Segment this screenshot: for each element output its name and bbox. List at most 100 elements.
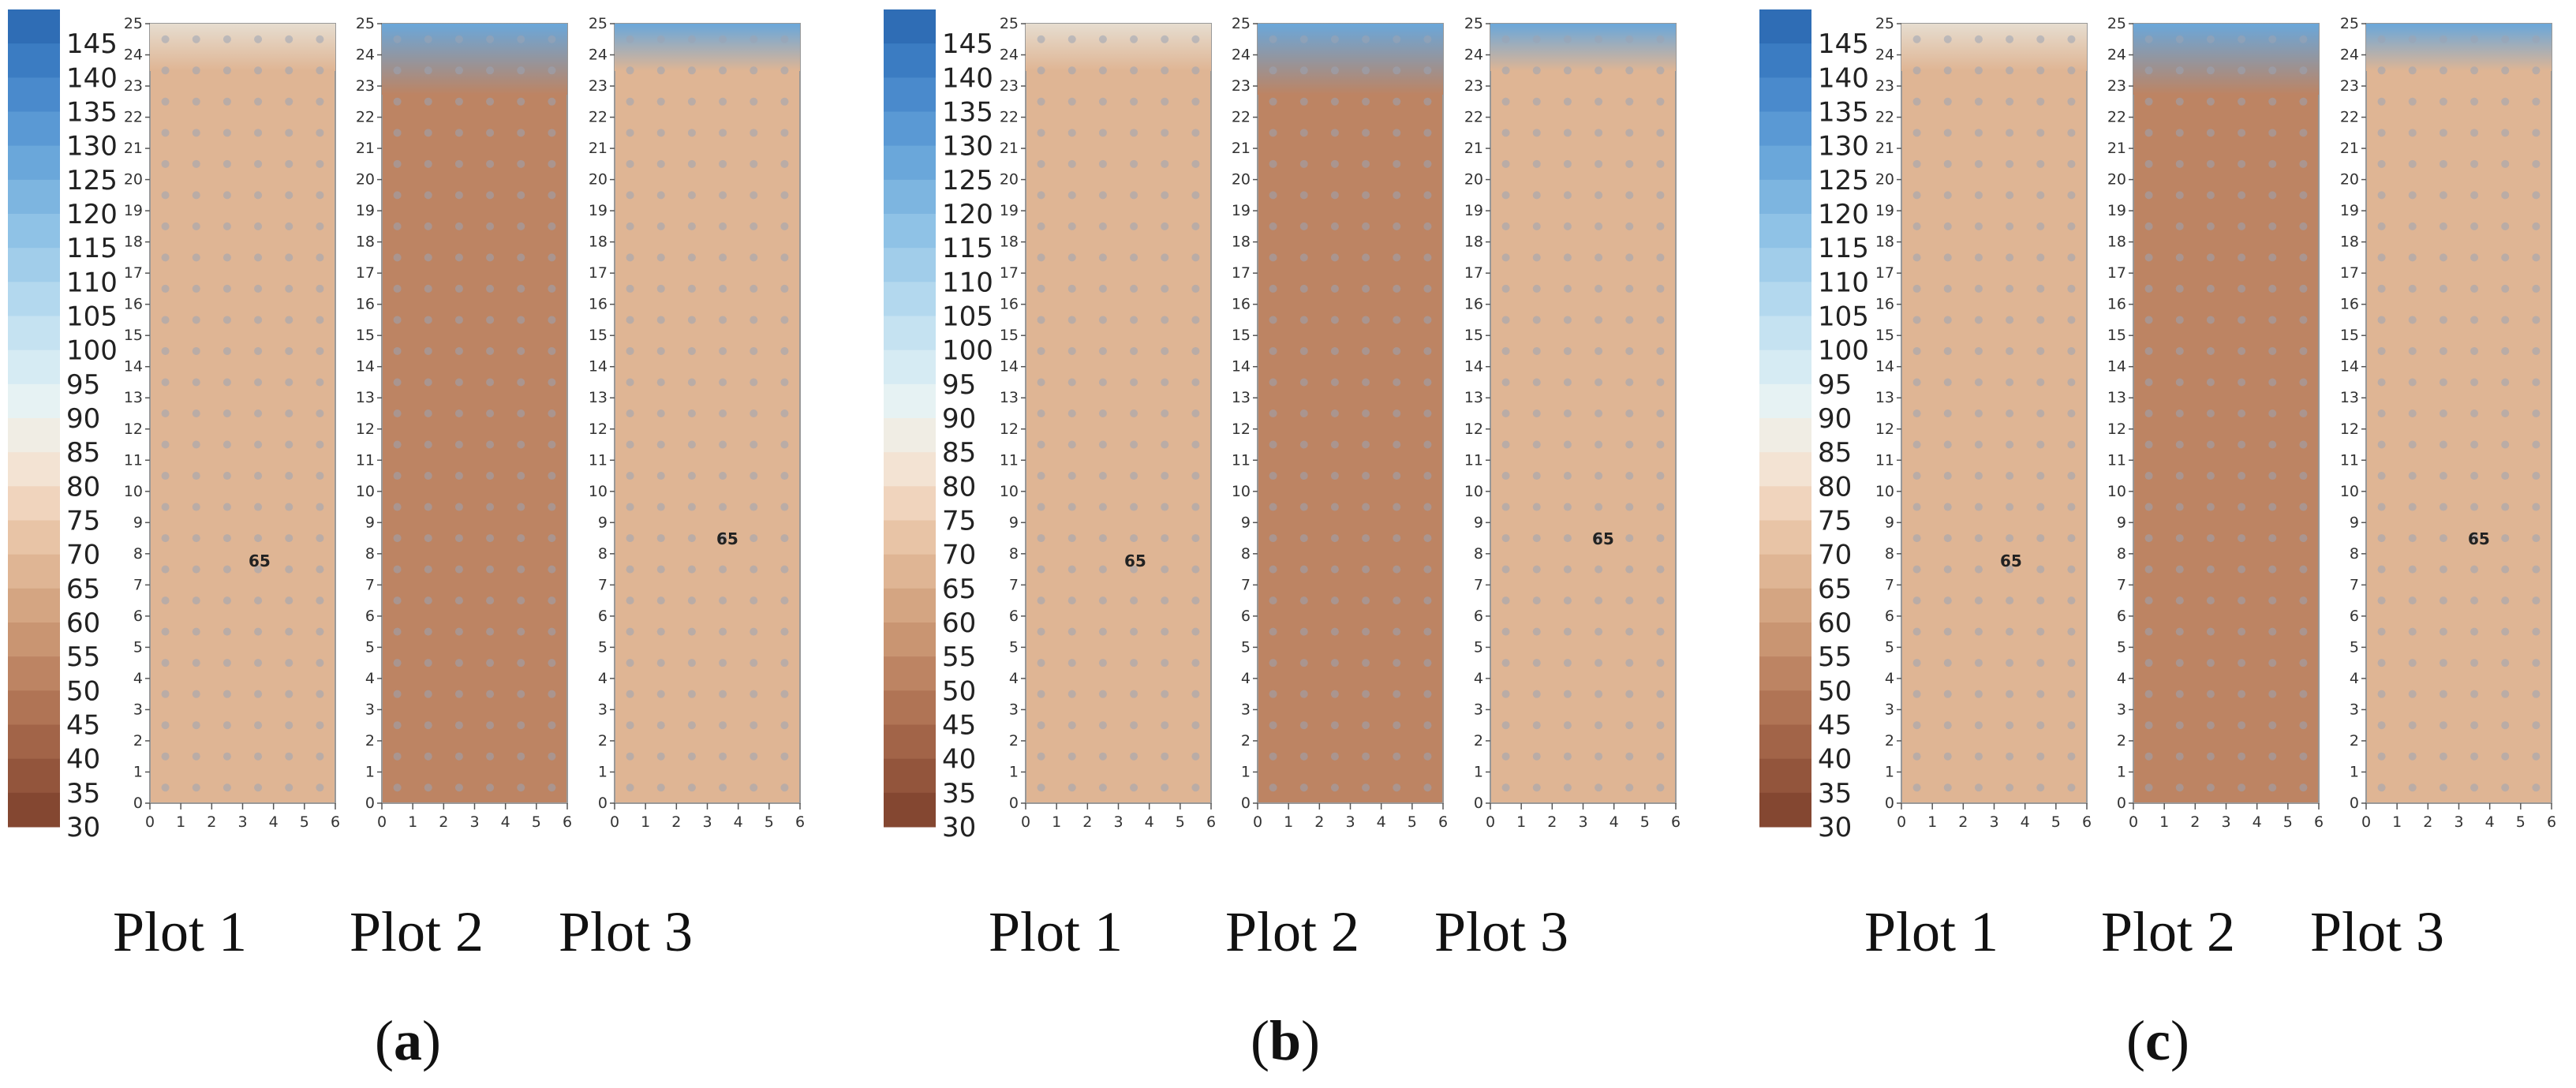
sample-point (285, 378, 293, 387)
sample-point (316, 66, 324, 75)
sample-point (2377, 721, 2386, 730)
y-tick-label: 18 (1232, 234, 1251, 251)
sample-point (285, 284, 293, 293)
sample-point (2067, 346, 2076, 355)
plot-top-gradient (615, 24, 800, 71)
contour-label: 65 (2468, 529, 2490, 548)
sample-point (1656, 35, 1665, 43)
legend-tick-label: 110 (66, 267, 118, 298)
legend-swatch (8, 179, 60, 215)
sample-point (2532, 66, 2540, 75)
sample-point (780, 159, 789, 168)
sample-point (1625, 253, 1634, 262)
legend-tick-label: 85 (66, 437, 100, 469)
sample-point (222, 129, 231, 137)
y-tick-label: 1 (598, 763, 608, 780)
sample-point (2439, 316, 2447, 324)
plot-2-label: Plot 2 (1225, 900, 1360, 963)
y-tick-label: 18 (124, 234, 143, 251)
sample-point (1912, 129, 1921, 137)
legend-tick-label: 35 (1818, 778, 1852, 809)
sample-point (1912, 534, 1921, 543)
sample-point (750, 783, 758, 792)
sample-point (454, 596, 463, 605)
sample-point (1269, 659, 1277, 667)
sample-point (2238, 721, 2246, 730)
sample-point (1269, 596, 1277, 605)
sample-point (517, 378, 525, 387)
legend-swatch (8, 520, 60, 555)
legend-swatch (8, 623, 60, 657)
sample-point (1191, 316, 1200, 324)
legend-tick-label: 35 (942, 778, 976, 809)
sample-point (2175, 35, 2184, 43)
sample-point (161, 565, 170, 574)
y-tick-label: 2 (1474, 732, 1483, 750)
sample-point (2006, 35, 2014, 43)
sample-point (548, 409, 556, 417)
sample-point (1161, 690, 1169, 698)
sample-point (1299, 378, 1308, 387)
sample-point (1625, 222, 1634, 230)
legend-swatch (8, 282, 60, 316)
sample-point (719, 253, 727, 262)
sample-point (1423, 35, 1432, 43)
x-tick-label: 1 (2159, 813, 2169, 831)
sample-point (1037, 472, 1045, 480)
sample-point (161, 409, 170, 417)
sample-point (1563, 752, 1572, 761)
sample-point (2144, 316, 2153, 324)
sample-point (1974, 191, 1983, 200)
sample-point (2501, 565, 2510, 574)
sample-point (780, 222, 789, 230)
sample-point (2144, 378, 2153, 387)
sample-point (2439, 534, 2447, 543)
sample-point (1943, 66, 1952, 75)
sample-point (780, 440, 789, 449)
sample-point (1130, 159, 1138, 168)
sample-point (1656, 659, 1665, 667)
sample-point (750, 316, 758, 324)
x-tick-label: 6 (1206, 813, 1216, 831)
y-tick-label: 12 (589, 421, 608, 438)
sample-point (2470, 627, 2479, 636)
sample-point (1067, 129, 1076, 137)
sample-point (1299, 35, 1308, 43)
legend-tick-label: 55 (942, 641, 976, 673)
y-tick-label: 18 (2107, 234, 2126, 251)
sample-point (454, 316, 463, 324)
y-tick-label: 7 (1885, 576, 1894, 593)
sample-point (2036, 97, 2045, 106)
sample-point (2377, 159, 2386, 168)
sample-point (1161, 783, 1169, 792)
sample-point (1625, 596, 1634, 605)
y-tick-label: 18 (1000, 234, 1019, 251)
sample-point (2067, 316, 2076, 324)
sample-point (192, 783, 200, 792)
sample-point (1974, 409, 1983, 417)
plot-background (149, 23, 336, 804)
x-tick-label: 5 (2516, 813, 2526, 831)
sample-point (626, 440, 634, 449)
sample-point (1595, 565, 1603, 574)
y-tick-label: 9 (1474, 514, 1483, 531)
sample-point (780, 627, 789, 636)
sample-point (517, 253, 525, 262)
sample-point (254, 346, 263, 355)
sample-point (2501, 159, 2510, 168)
sample-point (486, 627, 495, 636)
legend-swatch (884, 588, 936, 623)
y-tick-label: 2 (2117, 732, 2126, 750)
sample-point (316, 534, 324, 543)
sample-point (454, 440, 463, 449)
x-tick-label: 2 (2423, 813, 2432, 831)
y-tick-label: 9 (2117, 514, 2126, 531)
sample-point (656, 534, 665, 543)
sample-point (486, 534, 495, 543)
sample-point (1330, 159, 1339, 168)
sample-point (424, 690, 432, 698)
sample-point (2408, 409, 2417, 417)
y-tick-label: 20 (589, 171, 608, 189)
sample-point (1330, 97, 1339, 106)
sample-point (1595, 627, 1603, 636)
